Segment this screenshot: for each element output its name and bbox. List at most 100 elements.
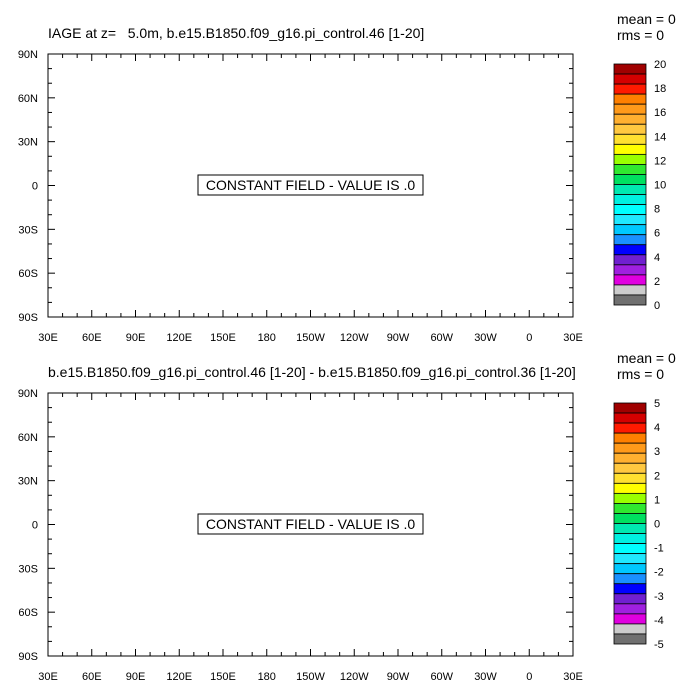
colorbar-swatch [613, 143, 647, 155]
y-tick-label: 30N [18, 476, 38, 488]
colorbar-swatch [613, 164, 647, 175]
colorbar-swatch [613, 264, 647, 276]
colorbar-label: -4 [654, 615, 664, 627]
colorbar-swatch [613, 234, 647, 246]
x-tick-label: 150W [296, 332, 325, 344]
x-tick-label: 60W [430, 671, 453, 683]
colorbar-swatch [613, 113, 647, 125]
colorbar-swatch [613, 274, 647, 286]
x-tick-label: 150E [210, 671, 236, 683]
x-tick-label: 60E [82, 671, 102, 683]
colorbar-swatch [613, 442, 647, 454]
x-tick-label: 120W [340, 332, 369, 344]
colorbar-label: 0 [654, 519, 660, 531]
colorbar-swatch [613, 63, 647, 75]
y-tick-label: 30S [18, 224, 38, 236]
colorbar-swatch [613, 503, 647, 514]
colorbar-label: 2 [654, 470, 660, 482]
colorbar-swatch [613, 472, 647, 484]
x-tick-label: 120E [166, 671, 192, 683]
colorbar-swatch [613, 214, 647, 226]
colorbar-label: 16 [654, 107, 666, 119]
colorbar-swatch [613, 133, 647, 145]
mean-label: mean = 0 [617, 11, 676, 27]
colorbar-swatch [613, 563, 647, 575]
x-tick-label: 0 [526, 671, 532, 683]
map-panel-1: IAGE at z= 5.0m, b.e15.B1850.f09_g16.pi_… [18, 11, 676, 344]
x-tick-label: 30E [563, 671, 583, 683]
colorbar-label: 14 [654, 131, 666, 143]
colorbar-label: -3 [654, 591, 664, 603]
rms-label: rms = 0 [617, 366, 664, 382]
colorbar-swatch [613, 93, 647, 105]
panel-title: b.e15.B1850.f09_g16.pi_control.46 [1-20]… [48, 364, 576, 380]
message-box [197, 174, 424, 196]
panel-title: IAGE at z= 5.0m, b.e15.B1850.f09_g16.pi_… [48, 25, 424, 41]
colorbar-swatch [613, 402, 647, 414]
x-tick-label: 120E [166, 332, 192, 344]
colorbar-swatch [613, 412, 647, 424]
colorbar-swatch [613, 103, 647, 115]
x-tick-label: 150W [296, 671, 325, 683]
rms-label: rms = 0 [617, 27, 664, 43]
colorbar-label: 4 [654, 422, 660, 434]
colorbar-label: 6 [654, 228, 660, 240]
x-tick-label: 90E [126, 332, 146, 344]
colorbar-swatch [613, 613, 647, 625]
colorbar-swatch [613, 543, 647, 555]
colorbar-swatch [613, 284, 647, 296]
colorbar-label: 18 [654, 83, 666, 95]
y-tick-label: 60N [18, 432, 38, 444]
colorbar-swatch [613, 83, 647, 95]
y-tick-label: 60S [18, 607, 38, 619]
colorbar: 5 4 3 2 1 0 -1 -2 -3 -4 -5 [613, 398, 664, 651]
colorbar-swatch [613, 254, 647, 266]
y-tick-label: 30S [18, 563, 38, 575]
x-tick-label: 30E [563, 332, 583, 344]
colorbar-label: 4 [654, 252, 660, 264]
y-tick-label: 90S [18, 651, 38, 663]
x-tick-label: 30E [38, 671, 58, 683]
x-tick-label: 0 [526, 332, 532, 344]
colorbar-swatch [613, 492, 647, 504]
y-tick-label: 0 [32, 520, 38, 532]
constant-field-message: CONSTANT FIELD - VALUE IS .0 [206, 516, 415, 532]
colorbar-label: 0 [654, 300, 660, 312]
colorbar-swatch [613, 224, 647, 236]
message-box [197, 513, 424, 535]
colorbar-swatch [613, 593, 647, 605]
x-tick-label: 120W [340, 671, 369, 683]
colorbar-label: 2 [654, 276, 660, 288]
y-tick-label: 60N [18, 93, 38, 105]
x-tick-label: 180 [258, 332, 276, 344]
colorbar-label: -1 [654, 543, 664, 555]
colorbar-swatch [613, 432, 647, 444]
colorbar-label: 3 [654, 446, 660, 458]
colorbar-label: 5 [654, 398, 660, 410]
x-tick-label: 30E [38, 332, 58, 344]
colorbar-swatch [613, 153, 647, 165]
x-tick-label: 60W [430, 332, 453, 344]
y-tick-label: 90N [18, 388, 38, 400]
x-tick-label: 180 [258, 671, 276, 683]
colorbar-swatch [613, 194, 647, 205]
x-tick-label: 150E [210, 332, 236, 344]
colorbar-swatch [613, 294, 647, 306]
colorbar-swatch [613, 573, 647, 585]
colorbar-swatch [613, 523, 647, 534]
y-tick-label: 30N [18, 137, 38, 149]
x-tick-label: 90W [387, 671, 410, 683]
colorbar-swatch [613, 422, 647, 434]
mean-label: mean = 0 [617, 350, 676, 366]
colorbar-swatch [613, 462, 647, 474]
x-tick-label: 30W [474, 671, 497, 683]
y-tick-label: 0 [32, 181, 38, 193]
y-tick-label: 90S [18, 312, 38, 324]
map-panel-2: b.e15.B1850.f09_g16.pi_control.46 [1-20]… [18, 350, 676, 683]
x-tick-label: 90E [126, 671, 146, 683]
colorbar-label: -5 [654, 639, 664, 651]
colorbar-swatch [613, 603, 647, 615]
x-tick-label: 60E [82, 332, 102, 344]
